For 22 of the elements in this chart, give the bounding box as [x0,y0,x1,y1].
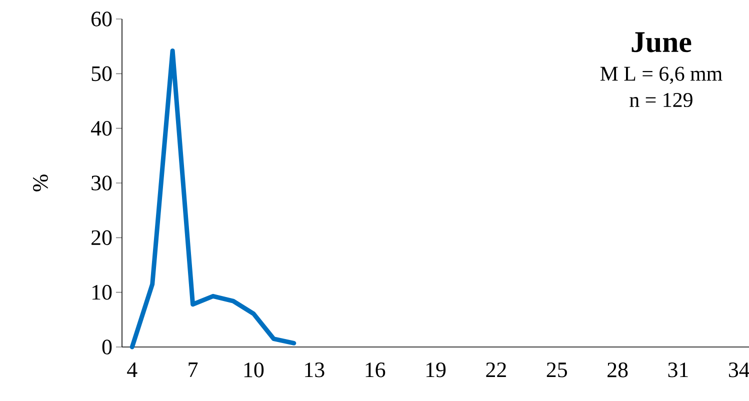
y-axis-title: % [33,174,48,192]
x-tick-label: 7 [188,362,198,377]
y-tick-label: 50 [92,66,112,82]
x-tick-label: 16 [366,362,386,378]
y-tick-label: 40 [90,120,112,136]
x-tick-label: 25 [546,362,567,378]
y-tick-label: 60 [92,12,112,26]
chart-title: June [632,32,692,52]
y-tick-label: 20 [92,230,112,246]
x-tick-label: 10 [244,362,264,378]
y-tick-label: 30 [92,176,112,190]
annotation: M L = 6,6 mm [600,66,722,84]
x-tick-label: 28 [608,362,628,378]
annotation: n = 129 [630,92,692,108]
x-tick-label: 31 [668,362,688,378]
y-tick-label: 0 [102,340,112,354]
x-tick-label: 22 [486,362,506,378]
x-tick-label: 13 [305,362,324,378]
x-tick-label: 4 [127,362,138,377]
x-tick-label: 19 [426,362,446,378]
line-series [130,48,296,350]
y-tick-label: 10 [92,284,112,300]
